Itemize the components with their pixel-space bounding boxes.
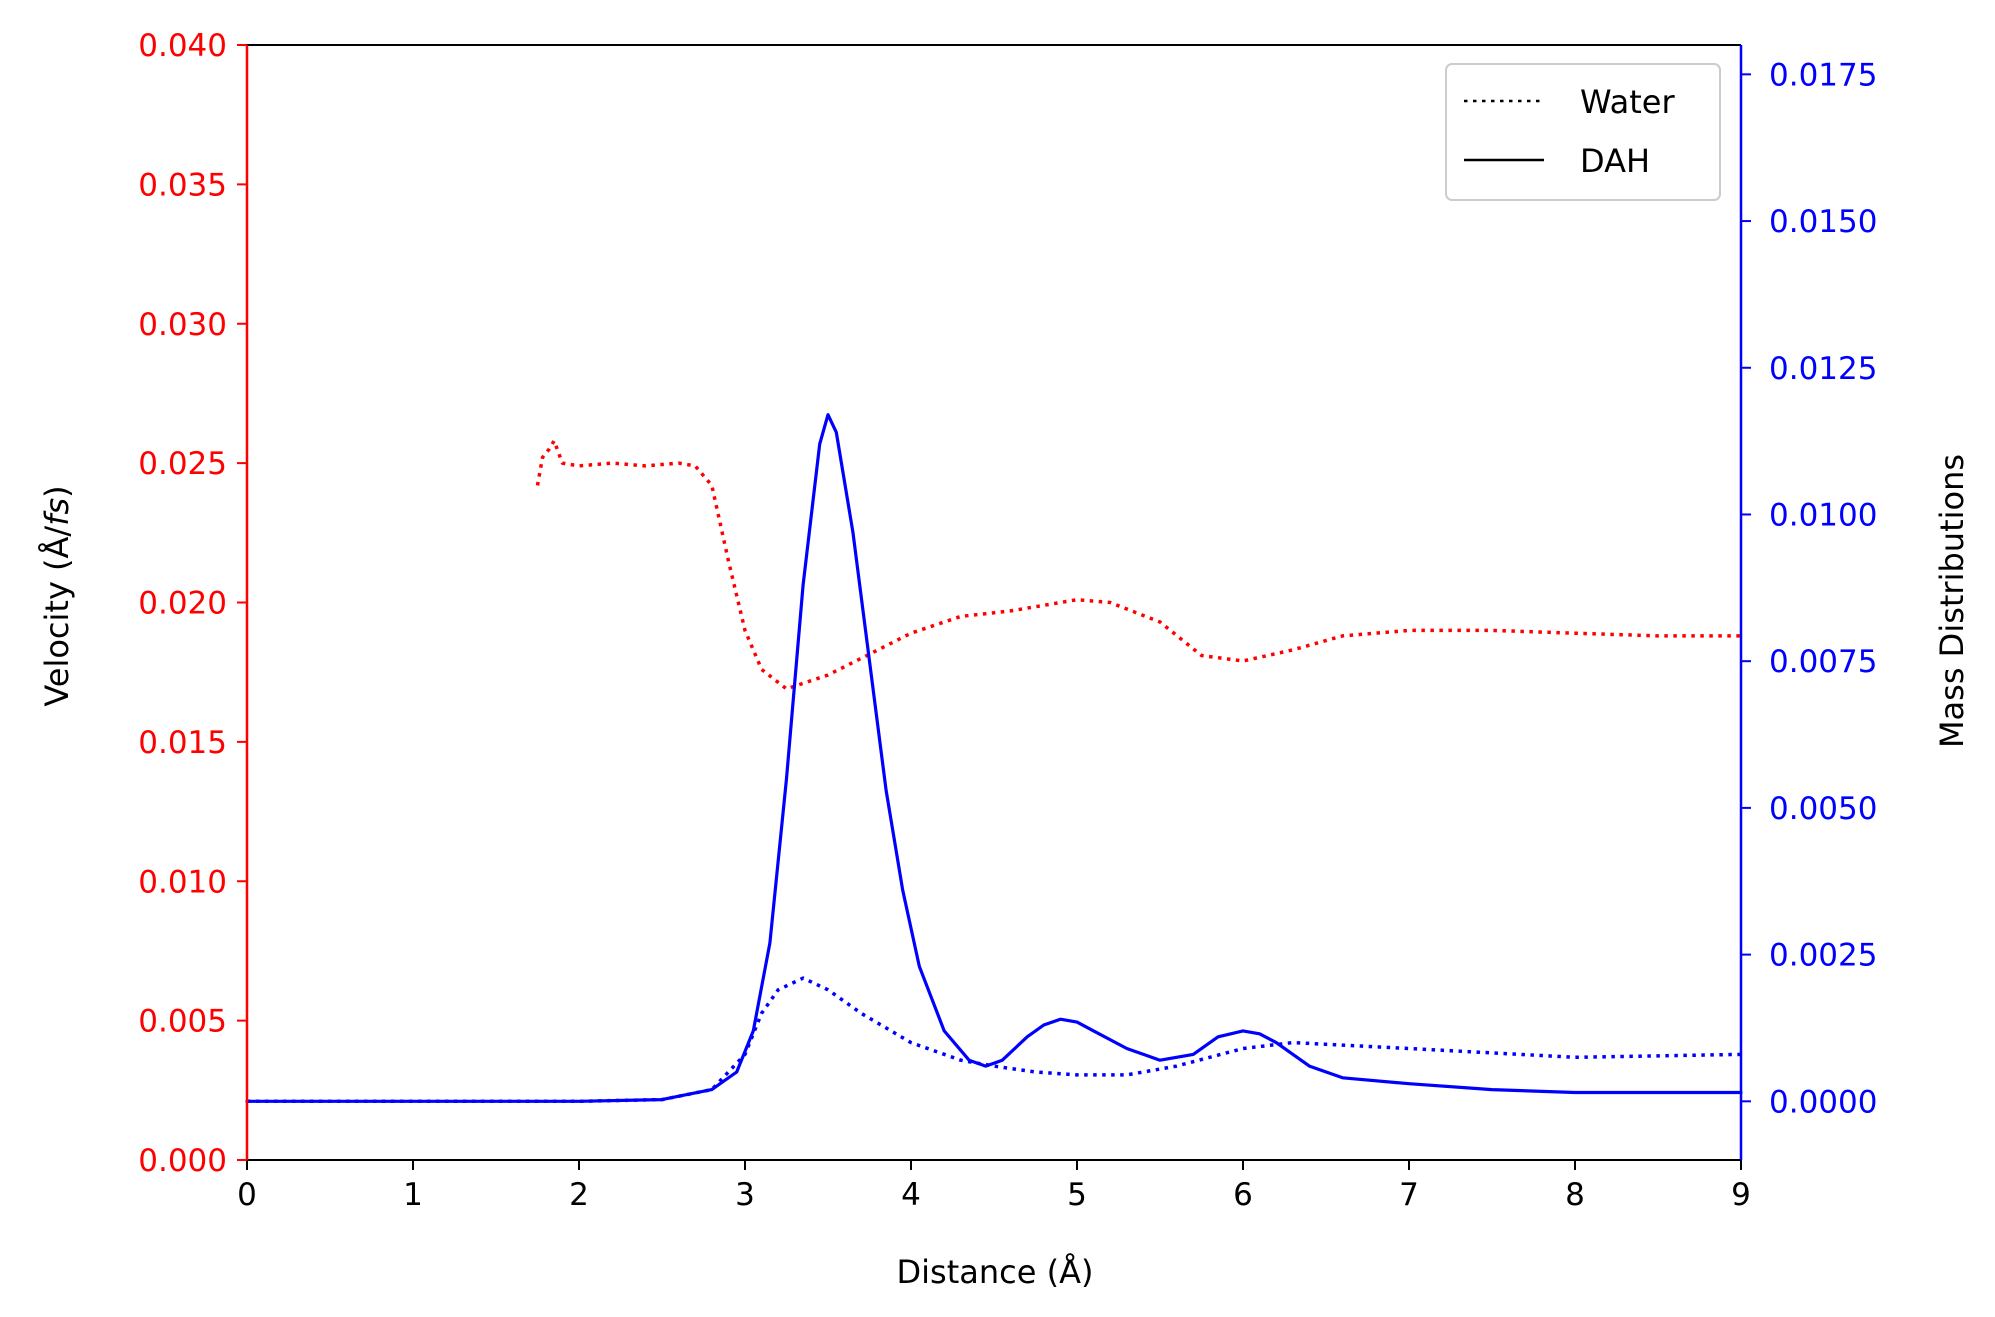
- right-y-tick-label: 0.0125: [1769, 351, 1877, 387]
- right-y-tick-label: 0.0050: [1769, 791, 1877, 827]
- x-axis-ticks: 0 1 2 3 4 5 6 7 8 9: [237, 1160, 1751, 1213]
- x-axis-title: Distance (Å): [897, 1253, 1094, 1291]
- left-y-tick-label: 0.000: [138, 1143, 227, 1179]
- x-tick-label: 7: [1399, 1177, 1419, 1213]
- plot-area: [245, 413, 1743, 1104]
- left-y-tick-label: 0.015: [138, 725, 227, 761]
- left-y-tick-label: 0.035: [138, 167, 227, 203]
- left-y-tick-label: 0.010: [138, 864, 227, 900]
- x-tick-label: 9: [1731, 1177, 1751, 1213]
- right-y-tick-label: 0.0150: [1769, 204, 1877, 240]
- right-y-axis-title: Mass Distributions: [1933, 454, 1971, 748]
- right-y-tick-label: 0.0175: [1769, 57, 1877, 93]
- x-tick-label: 5: [1067, 1177, 1087, 1213]
- legend-frame: [1445, 63, 1721, 201]
- velocity-water-line: [535, 439, 1741, 691]
- legend-label-water: Water: [1580, 83, 1675, 121]
- right-y-tick-label: 0.0000: [1769, 1084, 1877, 1120]
- x-tick-label: 2: [569, 1177, 589, 1213]
- left-y-axis-ticks: 0.000 0.005 0.010 0.015 0.020 0.025 0.030 0.035…: [138, 28, 247, 1179]
- right-y-axis-ticks: 0.0000 0.0025 0.0050 0.0075 0.0100 0.0125 0.01…: [1741, 57, 1877, 1120]
- x-tick-label: 3: [735, 1177, 755, 1213]
- right-y-tick-label: 0.0025: [1769, 938, 1877, 974]
- right-y-tick-label: 0.0100: [1769, 497, 1877, 533]
- legend-label-dah: DAH: [1580, 142, 1650, 180]
- x-tick-label: 0: [237, 1177, 257, 1213]
- left-y-tick-label: 0.005: [138, 1004, 227, 1040]
- left-y-axis-title-close: ): [38, 485, 76, 497]
- left-y-tick-label: 0.025: [138, 446, 227, 482]
- x-tick-label: 1: [403, 1177, 423, 1213]
- left-y-axis-title-main: Velocity (Å/: [38, 526, 76, 707]
- left-y-tick-label: 0.040: [138, 28, 227, 64]
- right-y-tick-label: 0.0075: [1769, 644, 1877, 680]
- x-tick-label: 8: [1565, 1177, 1585, 1213]
- x-tick-label: 6: [1233, 1177, 1253, 1213]
- left-y-tick-label: 0.020: [138, 586, 227, 622]
- left-y-axis-title: Velocity (Å/fs): [38, 485, 76, 706]
- mass-water-line: [247, 976, 1742, 1104]
- legend: Water DAH: [1445, 63, 1721, 201]
- left-y-tick-label: 0.030: [138, 307, 227, 343]
- axes: [245, 44, 1743, 1161]
- x-tick-label: 4: [901, 1177, 921, 1213]
- left-y-axis-title-unit: fs: [38, 498, 76, 526]
- mass-dah-line: [245, 413, 1743, 1103]
